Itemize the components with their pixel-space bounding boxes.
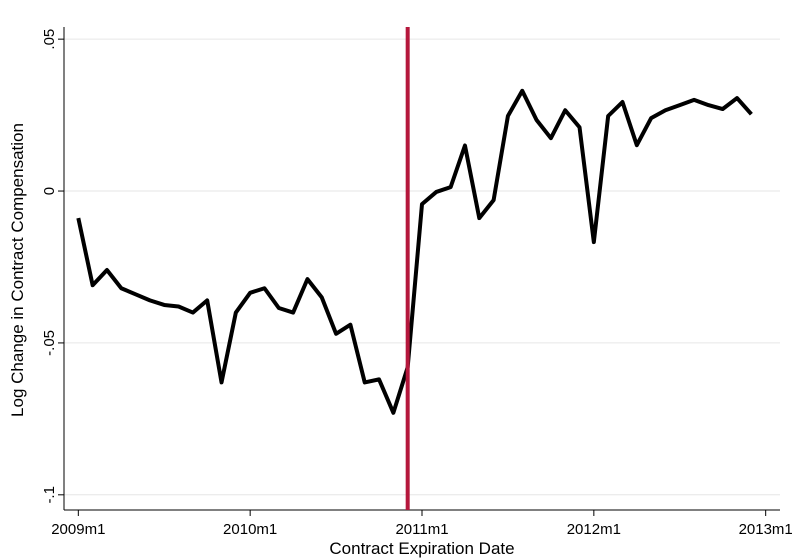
x-tick-label: 2010m1	[223, 521, 277, 538]
x-tick-label: 2009m1	[51, 521, 105, 538]
y-tick-label: -.05	[41, 330, 58, 356]
y-tick-label: .05	[41, 29, 58, 50]
x-tick-label: 2011m1	[395, 521, 448, 538]
y-tick-label: 0	[41, 187, 58, 195]
x-tick-label: 2013m1	[739, 521, 793, 538]
y-tick-label: -.1	[41, 486, 58, 504]
x-axis-title: Contract Expiration Date	[329, 539, 514, 558]
y-axis-title: Log Change in Contract Compensation	[8, 123, 27, 417]
series-line	[76, 88, 753, 415]
x-tick-label: 2012m1	[567, 521, 621, 538]
